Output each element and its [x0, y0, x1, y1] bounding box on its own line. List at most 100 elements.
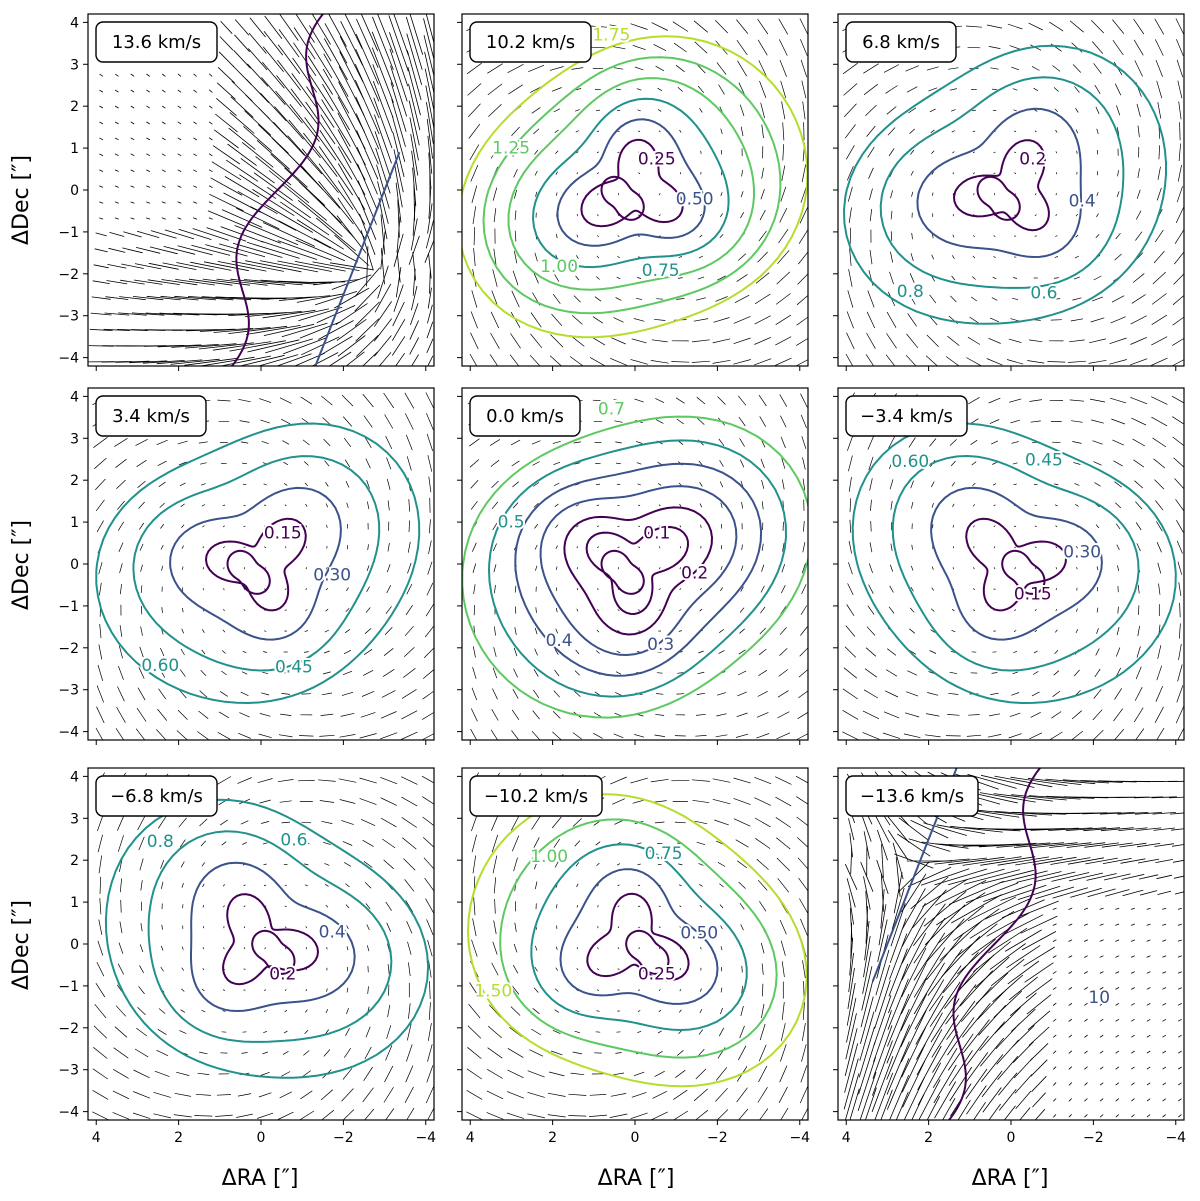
vector-mark	[382, 838, 396, 849]
vector-mark	[737, 395, 747, 406]
vector-mark	[993, 504, 996, 507]
vector-mark	[1156, 521, 1163, 532]
vector-mark	[282, 1050, 289, 1055]
vector-mark	[781, 457, 786, 469]
vector-mark	[1116, 627, 1120, 636]
vector-mark	[926, 66, 939, 71]
vector-mark	[677, 672, 684, 674]
vector-mark	[401, 776, 418, 785]
vector-mark	[988, 397, 1001, 404]
vector-mark	[843, 83, 858, 96]
vector-mark	[312, 261, 360, 271]
vector-mark	[657, 1030, 662, 1034]
vector-mark	[658, 214, 661, 216]
vector-mark	[114, 137, 119, 141]
vector-mark	[425, 392, 434, 409]
vector-mark	[1115, 923, 1120, 926]
vector-mark	[890, 210, 893, 220]
vector-mark	[136, 230, 160, 238]
vector-mark	[319, 335, 353, 357]
vector-mark	[996, 1039, 1019, 1065]
vector-mark	[551, 816, 562, 829]
vector-mark	[889, 479, 894, 490]
vector-mark	[848, 540, 852, 554]
vector-mark	[997, 1056, 1019, 1081]
vector-mark	[471, 185, 478, 203]
vector-mark	[161, 217, 166, 220]
vector-mark	[889, 933, 908, 980]
vector-mark	[716, 62, 727, 75]
vector-mark	[223, 947, 225, 950]
vector-mark	[392, 301, 405, 327]
vector-mark	[486, 1090, 504, 1100]
vector-mark	[97, 834, 103, 853]
vector-mark	[948, 880, 1004, 905]
vector-mark	[992, 461, 997, 465]
vector-mark	[775, 314, 792, 325]
vector-mark	[96, 706, 105, 724]
vector-mark	[1115, 502, 1122, 509]
vector-mark	[264, 989, 267, 991]
vector-mark	[1072, 441, 1082, 444]
vector-mark	[342, 1068, 353, 1080]
vector-mark	[952, 525, 955, 528]
vector-mark	[1009, 398, 1022, 403]
vector-mark	[869, 249, 873, 265]
vector-mark	[931, 566, 934, 570]
vector-mark	[1083, 939, 1088, 942]
vector-mark	[118, 665, 124, 680]
contour-label: 0.15	[1014, 585, 1052, 605]
vector-mark	[146, 185, 151, 188]
vector-mark	[323, 650, 330, 654]
contour-line	[169, 486, 342, 641]
vector-mark	[901, 888, 926, 930]
vector-mark	[391, 318, 406, 341]
vector-mark	[843, 103, 857, 118]
vector-mark	[1146, 1082, 1151, 1086]
vector-mark	[699, 884, 703, 887]
vector-mark	[119, 584, 122, 595]
vector-mark	[1008, 976, 1038, 1001]
vector-mark	[114, 105, 119, 109]
vector-mark	[208, 137, 213, 141]
vector-mark	[737, 691, 747, 697]
vector-mark	[754, 776, 772, 785]
x-tick-label: 4	[466, 1130, 475, 1146]
x-tick-label: −2	[707, 1130, 728, 1146]
vector-mark	[221, 670, 227, 676]
vector-mark	[428, 519, 431, 534]
vector-mark	[115, 360, 150, 363]
vector-mark	[949, 671, 958, 675]
vector-mark	[801, 1023, 806, 1041]
vector-mark	[425, 898, 434, 915]
vector-mark	[597, 905, 599, 908]
vector-mark	[1146, 955, 1151, 958]
vector-mark	[1171, 828, 1184, 831]
velocity-label: 10.2 km/s	[469, 21, 592, 63]
vector-mark	[470, 332, 479, 350]
vector-mark	[386, 478, 391, 490]
vector-mark	[1113, 708, 1123, 722]
vector-mark	[965, 25, 983, 28]
vector-mark	[1052, 1050, 1057, 1054]
vector-mark	[511, 985, 520, 995]
vector-mark	[119, 878, 122, 893]
vector-mark	[345, 1028, 350, 1036]
contour-label: 0.45	[275, 658, 313, 678]
vector-mark	[1034, 588, 1037, 591]
vector-mark	[374, 283, 392, 313]
vector-mark	[406, 920, 413, 934]
vector-mark	[1075, 234, 1079, 238]
vector-mark	[284, 525, 287, 528]
vector-mark	[222, 629, 226, 633]
vector-mark	[1110, 397, 1127, 404]
vector-mark	[1054, 504, 1058, 507]
vector-mark	[322, 671, 331, 675]
vector-mark	[1074, 255, 1080, 259]
vector-mark	[1099, 1050, 1104, 1054]
vector-mark	[534, 945, 538, 951]
panel-8: 0.250.500.751.001.50−10.2 km/s4 2 0 −2 −4	[457, 767, 810, 1146]
vector-mark	[1131, 1114, 1135, 1118]
vector-mark	[466, 1068, 482, 1080]
vector-mark	[654, 821, 665, 824]
